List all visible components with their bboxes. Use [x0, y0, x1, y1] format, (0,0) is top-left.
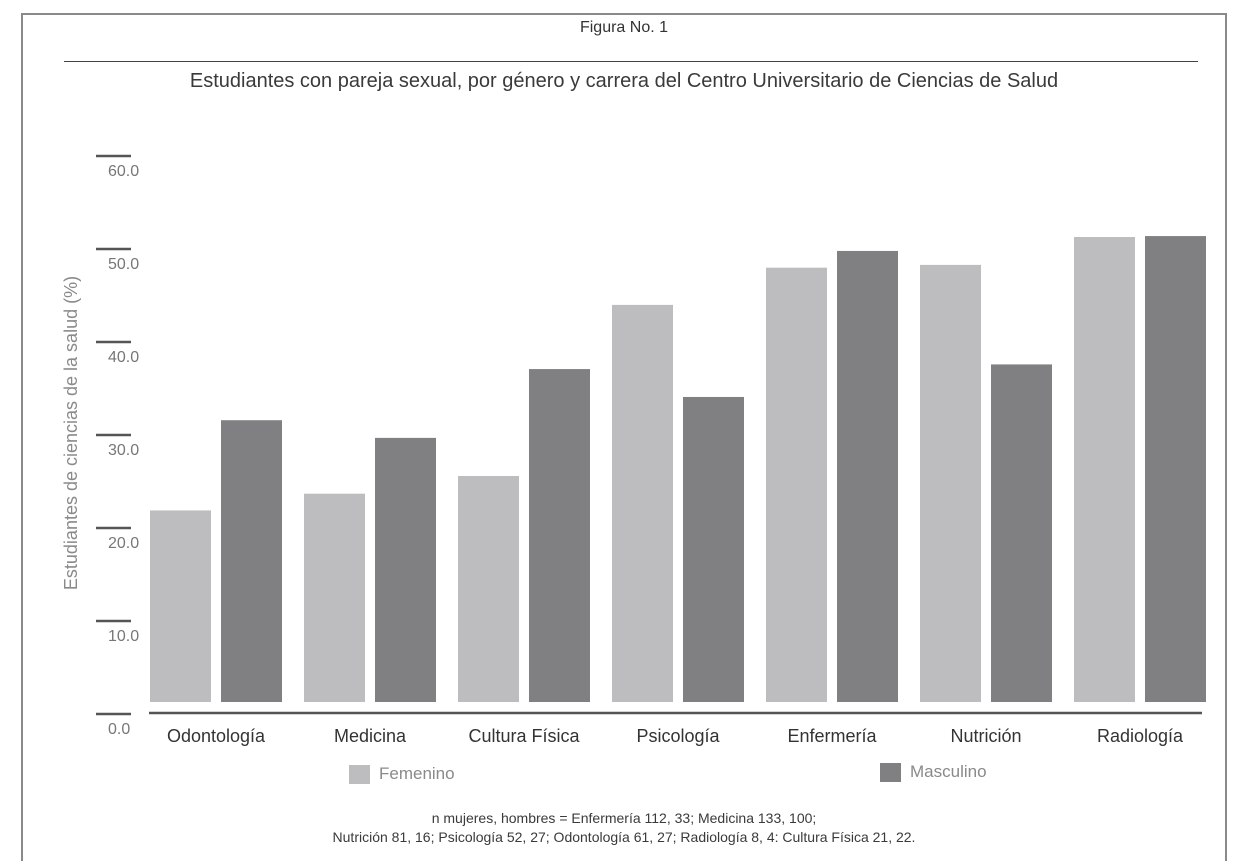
bar-masculino-3 — [683, 396, 744, 702]
footnote-line-2: Nutrición 81, 16; Psicología 52, 27; Odo… — [332, 829, 916, 845]
y-tick-label: 40.0 — [108, 349, 139, 366]
bar-femenino-3 — [612, 304, 673, 702]
y-tick-label: 20.0 — [108, 535, 139, 552]
x-category-label: Radiología — [1097, 726, 1184, 746]
x-category-label: Medicina — [334, 726, 407, 746]
bar-masculino-2 — [529, 369, 590, 702]
footnote-line-1: n mujeres, hombres = Enfermería 112, 33;… — [431, 810, 817, 826]
bar-masculino-0 — [221, 420, 282, 702]
bar-masculino-6 — [1145, 236, 1206, 702]
y-tick-label: 30.0 — [108, 442, 139, 459]
legend-swatch-femenino — [349, 764, 370, 784]
figure-frame — [21, 13, 1227, 861]
y-axis-label: Estudiantes de ciencias de la salud (%) — [61, 276, 81, 590]
chart-title: Estudiantes con pareja sexual, por géner… — [189, 70, 1059, 92]
bar-femenino-5 — [920, 264, 981, 702]
y-tick-label: 0.0 — [108, 721, 130, 738]
y-tick-label: 60.0 — [108, 163, 139, 180]
x-category-label: Enfermería — [787, 726, 877, 746]
legend-label-masculino: Masculino — [910, 762, 987, 781]
y-tick-label: 50.0 — [108, 256, 139, 273]
x-category-label: Cultura Física — [468, 726, 580, 746]
legend-swatch-masculino — [880, 762, 901, 782]
title-rule — [64, 61, 1198, 62]
bar-femenino-6 — [1074, 237, 1135, 702]
bar-femenino-2 — [458, 476, 519, 702]
legend-item-masculino: Masculino — [880, 762, 987, 782]
bar-masculino-1 — [375, 437, 436, 702]
bar-femenino-4 — [766, 267, 827, 702]
legend-label-femenino: Femenino — [379, 764, 455, 783]
x-category-label: Psicología — [636, 726, 720, 746]
bar-masculino-4 — [837, 250, 898, 702]
x-category-label: Odontología — [167, 726, 266, 746]
legend-item-femenino: Femenino — [349, 764, 455, 784]
bar-masculino-5 — [991, 364, 1052, 702]
figure-label: Figura No. 1 — [579, 19, 669, 36]
bar-femenino-0 — [150, 510, 211, 702]
bar-femenino-1 — [304, 493, 365, 702]
x-category-label: Nutrición — [950, 726, 1021, 746]
y-tick-label: 10.0 — [108, 628, 139, 645]
